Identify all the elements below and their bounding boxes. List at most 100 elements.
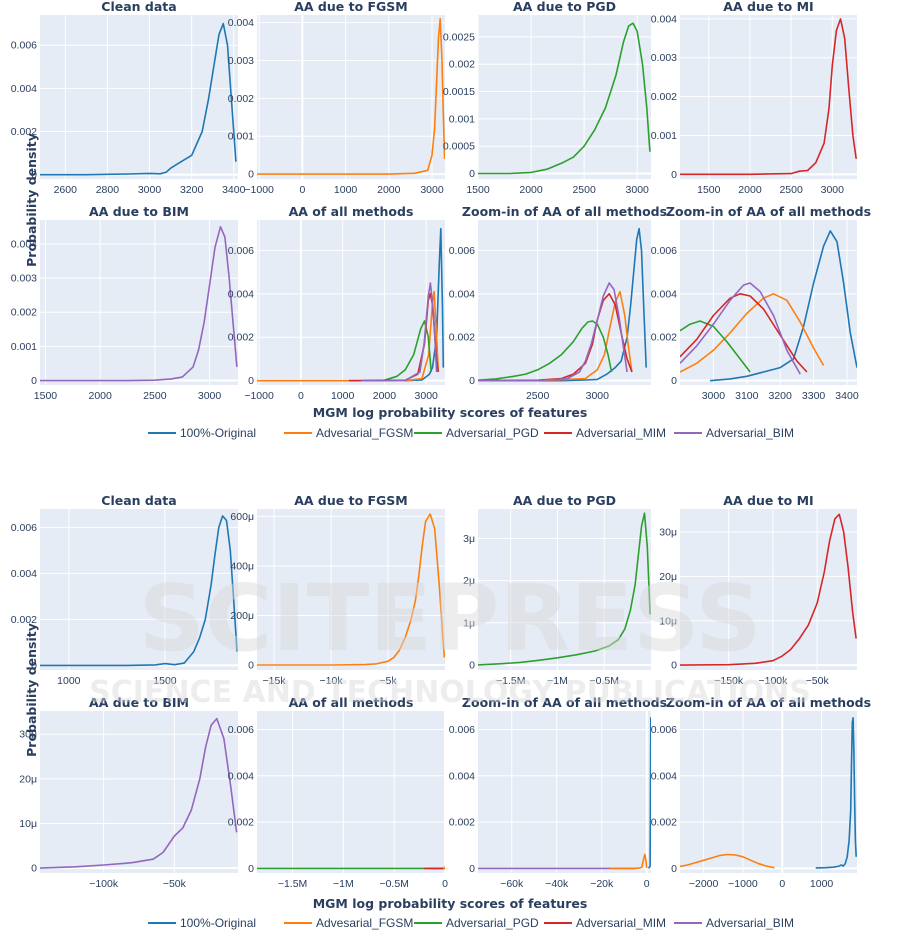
y-tick-label: 10μ [659, 615, 677, 627]
series-line-adversarial-pgd [478, 320, 613, 381]
plot-area [40, 220, 238, 385]
plot-area [257, 711, 445, 873]
series-line-advesarial-fgsm [257, 513, 445, 666]
x-tick-label: −50k [806, 675, 830, 687]
legend-item: Adversarial_BIM [674, 916, 794, 930]
y-tick-label: 0 [248, 863, 254, 875]
x-tick-label: 1000 [331, 390, 355, 402]
legend-item: Adversarial_MIM [544, 426, 666, 440]
y-tick-label: 0.004 [651, 770, 677, 782]
y-tick-label: 0 [31, 169, 37, 181]
legend-item: Advesarial_FGSM [284, 426, 413, 440]
y-tick-label: 0.002 [449, 332, 475, 344]
legend-item: Advesarial_FGSM [284, 916, 413, 930]
x-tick-label: 3000 [626, 184, 650, 196]
y-tick-label: 0.001 [228, 131, 254, 143]
plot-area [478, 509, 651, 670]
plot-area [257, 509, 445, 670]
subplot-title: AA due to FGSM [294, 0, 408, 14]
legend-label: 100%-Original [180, 426, 256, 440]
x-tick-label: 2500 [143, 390, 167, 402]
x-tick-label: 3000 [821, 184, 845, 196]
legend: 100%-Original Advesarial_FGSM Adversarial_… [148, 426, 794, 440]
x-tick-label: 3300 [802, 390, 826, 402]
y-tick-label: 0.006 [228, 245, 254, 257]
y-tick-label: 0.002 [651, 817, 677, 829]
legend: 100%-Original Advesarial_FGSM Adversarial_… [148, 916, 794, 930]
y-tick-label: 20μ [659, 571, 677, 583]
x-tick-label: −15k [263, 675, 287, 687]
series-line-adversarial-bim [40, 717, 238, 869]
y-tick-label: 0.004 [11, 568, 37, 580]
y-tick-label: 0.001 [651, 130, 677, 142]
y-tick-label: 0.0005 [443, 141, 475, 153]
y-tick-label: 400μ [230, 560, 254, 572]
x-tick-label: 2500 [572, 184, 596, 196]
y-tick-label: 20μ [19, 773, 37, 785]
y-tick-label: 0.003 [228, 55, 254, 67]
x-tick-label: 3100 [735, 390, 759, 402]
plot-area [680, 509, 857, 670]
plot-area [40, 15, 238, 179]
plot-area [257, 15, 445, 179]
legend-label: 100%-Original [180, 916, 256, 930]
y-tick-label: 0 [469, 659, 475, 671]
y-tick-label: 30μ [659, 527, 677, 539]
y-tick-label: 0 [671, 660, 677, 672]
y-axis-title: Probability density [24, 133, 39, 267]
series-line-adversarial-pgd [680, 320, 751, 373]
subplot-top-6: −1000 0 1000 2000 3000 0 0.002 0.004 0.006 AA of … [228, 204, 445, 402]
y-axis-title: Probability density [24, 623, 39, 757]
plot-area [257, 220, 445, 385]
subplot-title: Zoom-in of AA of all methods [462, 695, 667, 710]
series-line-adversarial-bim [361, 282, 438, 382]
subplot-title: AA of all methods [289, 695, 414, 710]
x-tick-label: −5k [379, 675, 397, 687]
subplot-top-7: 2500 3000 0 0.002 0.004 0.006 Zoom-in of AA of… [449, 204, 667, 402]
y-tick-label: 0 [248, 660, 254, 672]
series-line-100-original [815, 717, 857, 869]
x-axis-title: MGM log probability scores of features [313, 405, 588, 420]
x-tick-label: 3000 [702, 390, 726, 402]
y-tick-label: 0.004 [651, 288, 677, 300]
x-tick-label: 2500 [526, 390, 550, 402]
y-tick-label: 30μ [19, 729, 37, 741]
series-line-adversarial-mim [680, 18, 857, 176]
subplot-top-2: −1000 0 1000 2000 3000 0 0.001 0.002 0.003 0.004 A… [228, 0, 445, 196]
subplot-bottom-3: −1.5M −1M −0.5M 0 1μ 2μ 3μ AA due to PGD [463, 493, 651, 687]
x-tick-label: 1000 [810, 878, 834, 890]
x-tick-label: 3000 [586, 390, 610, 402]
plot-area [40, 711, 238, 873]
series-line-advesarial-fgsm [609, 853, 648, 870]
x-tick-label: −1M [547, 675, 568, 687]
x-tick-label: 1500 [153, 675, 177, 687]
y-tick-label: 0.006 [651, 724, 677, 736]
y-tick-label: 3μ [463, 533, 475, 545]
legend-item: 100%-Original [148, 916, 256, 930]
subplot-title: AA due to PGD [513, 0, 616, 14]
legend-item: 100%-Original [148, 426, 256, 440]
x-tick-label: 3000 [415, 390, 439, 402]
x-tick-label: −20k [590, 878, 614, 890]
x-tick-label: −1M [333, 878, 354, 890]
series-line-advesarial-fgsm [680, 853, 775, 869]
watermark-subtitle: SCIENCE AND TECHNOLOGY PUBLICATIONS [89, 675, 811, 710]
legend-label: Adversarial_MIM [576, 916, 666, 930]
x-tick-label: −10k [320, 675, 344, 687]
series-line-advesarial-fgsm [478, 290, 633, 382]
series-line-100-original [710, 230, 857, 382]
x-tick-label: 3000 [138, 184, 162, 196]
series-line-adversarial-pgd [363, 320, 432, 382]
plot-area [680, 711, 857, 873]
y-tick-label: 0 [671, 169, 677, 181]
legend-label: Adversarial_BIM [706, 426, 794, 440]
legend-label: Adversarial_PGD [446, 916, 539, 930]
y-tick-label: 0.0015 [443, 86, 475, 98]
y-tick-label: 0.004 [228, 288, 254, 300]
x-tick-label: 2600 [54, 184, 78, 196]
x-axis-title: MGM log probability scores of features [313, 896, 588, 911]
y-tick-label: 0.002 [651, 91, 677, 103]
x-tick-label: 2000 [88, 390, 112, 402]
y-tick-label: 0.002 [11, 614, 37, 626]
